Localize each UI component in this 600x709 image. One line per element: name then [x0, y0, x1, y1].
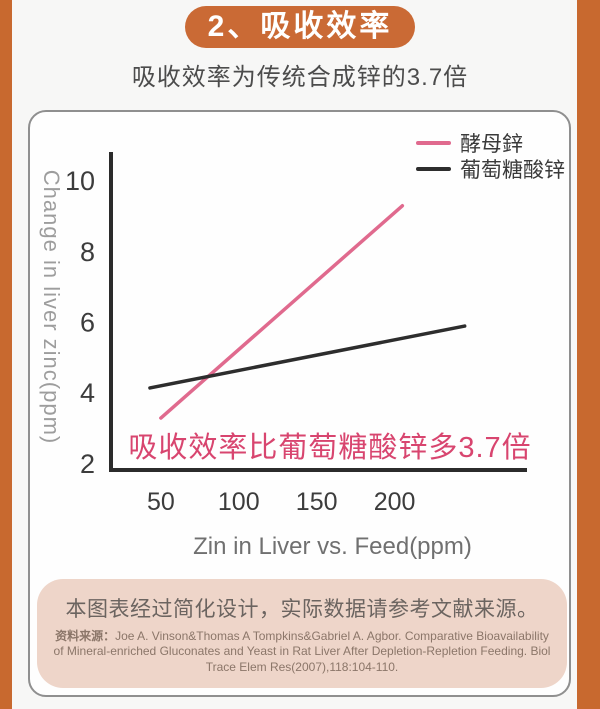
left-orange-border	[0, 0, 12, 709]
chart-legend: 酵母鋅 葡萄糖酸锌	[416, 130, 565, 182]
y-tick-label: 2	[80, 449, 95, 479]
citation-label: 资料来源：	[55, 629, 116, 643]
section-title: 2、吸收效率	[207, 10, 393, 43]
yeast-zinc-line-swatch	[416, 141, 451, 145]
simplified-design-note: 本图表经过简化设计，实际数据请参考文献来源。	[65, 598, 539, 621]
legend-label: 葡萄糖酸锌	[460, 159, 565, 182]
line-chart: 2 4 6 8 10 50 100 150 200	[65, 152, 527, 516]
section-title-badge: 2、吸收效率	[185, 6, 415, 48]
y-tick-label: 4	[80, 378, 95, 408]
series-line	[159, 204, 405, 420]
subtitle: 吸收效率为传统合成锌的3.7倍	[131, 64, 469, 91]
x-tick-label: 50	[147, 488, 175, 516]
x-axis-label: Zin in Liver vs. Feed(ppm)	[193, 533, 472, 560]
y-axis-label: Change in liver zinc(ppm)	[39, 169, 64, 445]
citation-text: 资料来源：Joe A. Vinson&Thomas A Tompkins&Gab…	[51, 629, 553, 675]
right-orange-border	[577, 0, 600, 709]
y-tick-label: 6	[80, 307, 95, 337]
y-tick-label: 10	[65, 166, 95, 196]
x-tick-label: 150	[296, 488, 338, 516]
legend-item-yeast-zinc: 酵母鋅	[416, 130, 565, 156]
source-note-box: 本图表经过简化设计，实际数据请参考文献来源。 资料来源：Joe A. Vinso…	[37, 579, 567, 688]
chart-annotation: 吸收效率比葡萄糖酸锌多3.7倍	[128, 432, 532, 464]
y-tick-label: 8	[80, 237, 95, 267]
chart-card: 2 4 6 8 10 50 100 150 200 酵母鋅 葡萄糖酸锌 Change in li…	[28, 110, 571, 697]
legend-label: 酵母鋅	[460, 133, 523, 156]
citation-body: Joe A. Vinson&Thomas A Tompkins&Gabriel …	[53, 629, 551, 674]
series-line	[148, 324, 467, 390]
axis-lines	[109, 152, 527, 472]
gluconate-zinc-line-swatch	[416, 167, 451, 171]
x-tick-label: 200	[374, 488, 416, 516]
legend-item-gluconate-zinc: 葡萄糖酸锌	[416, 156, 565, 182]
x-tick-label: 100	[218, 488, 260, 516]
